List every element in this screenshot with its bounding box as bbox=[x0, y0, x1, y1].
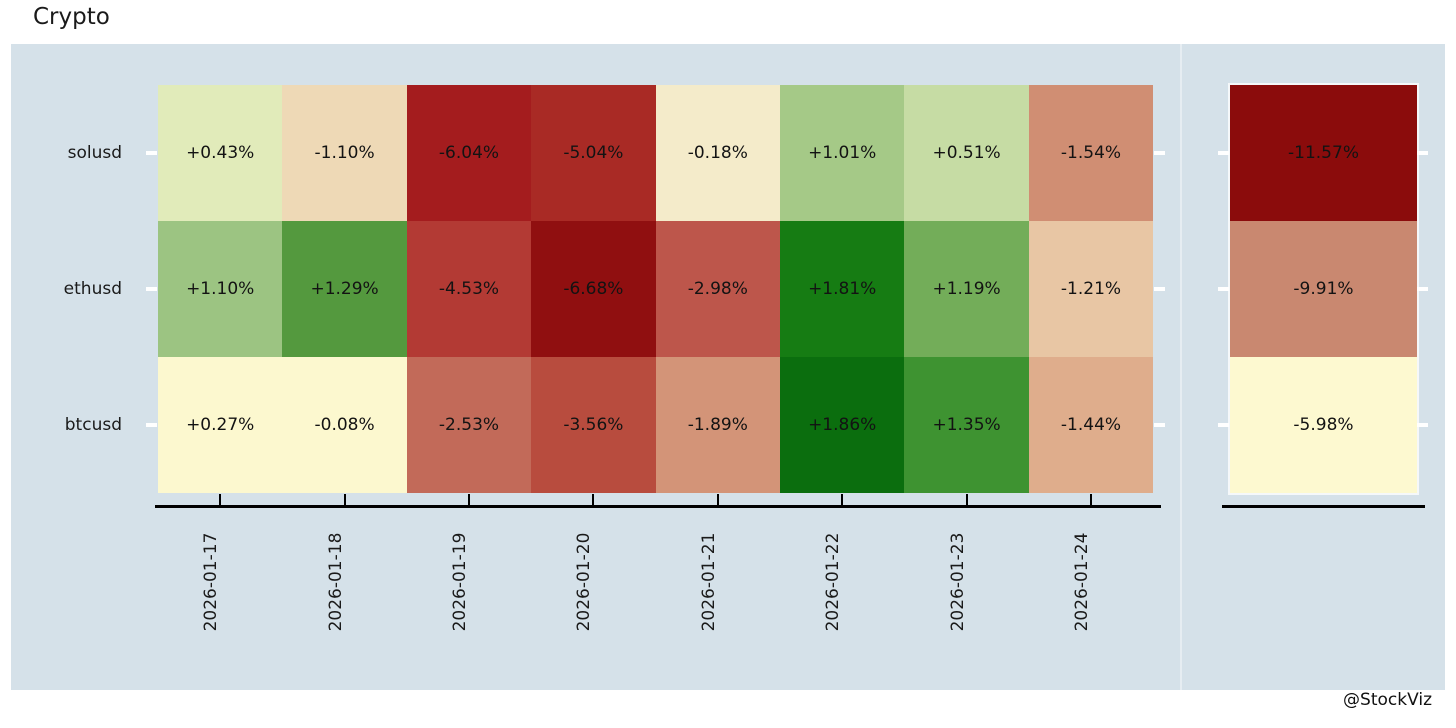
x-axis-label-2026-01-19: 2026-01-19 bbox=[450, 532, 470, 632]
row-tick-total-left-ethusd bbox=[1218, 287, 1229, 291]
total-returns-heatmap: -11.57% -9.91% -5.98% bbox=[1228, 83, 1419, 495]
heatmap-cell-ethusd-2026-01-19: -4.53% bbox=[406, 221, 532, 357]
panel-divider bbox=[1180, 44, 1182, 690]
row-tick-total-left-btcusd bbox=[1218, 423, 1229, 427]
row-tick-main-left-ethusd bbox=[146, 287, 157, 291]
x-tick-2026-01-19 bbox=[468, 494, 470, 505]
row-tick-main-left-solusd bbox=[146, 151, 157, 155]
heatmap-cell-ethusd-2026-01-21: -2.98% bbox=[655, 221, 780, 357]
heatmap-cell-ethusd-2026-01-22: +1.81% bbox=[780, 221, 905, 357]
row-tick-main-right-btcusd bbox=[1154, 423, 1165, 427]
heatmap-cell-btcusd-2026-01-23: +1.35% bbox=[904, 357, 1029, 493]
x-axis-line-main bbox=[155, 505, 1161, 508]
heatmap-cell-solusd-2026-01-19: -6.04% bbox=[406, 85, 532, 221]
x-axis-label-2026-01-20: 2026-01-20 bbox=[574, 532, 595, 632]
x-axis-label-2026-01-18: 2026-01-18 bbox=[325, 532, 346, 632]
x-axis-label-2026-01-22: 2026-01-22 bbox=[823, 532, 844, 632]
heatmap-cell-ethusd-2026-01-23: +1.19% bbox=[904, 221, 1029, 357]
x-tick-2026-01-17 bbox=[219, 494, 222, 505]
y-axis-label-btcusd: btcusd bbox=[64, 415, 122, 435]
x-tick-2026-01-20 bbox=[592, 494, 595, 505]
x-axis-line-total bbox=[1222, 505, 1425, 508]
total-cell-ethusd: -9.91% bbox=[1230, 221, 1417, 357]
x-tick-2026-01-24 bbox=[1090, 494, 1092, 505]
heatmap-cell-ethusd-2026-01-20: -6.68% bbox=[531, 221, 656, 357]
row-tick-total-left-solusd bbox=[1218, 151, 1229, 155]
row-tick-main-right-ethusd bbox=[1154, 287, 1165, 291]
heatmap-cell-ethusd-2026-01-24: -1.21% bbox=[1028, 221, 1154, 357]
watermark: @StockViz bbox=[1343, 690, 1432, 710]
y-axis-label-solusd: solusd bbox=[67, 143, 122, 163]
x-axis-label-2026-01-17: 2026-01-17 bbox=[201, 532, 222, 632]
heatmap-cell-btcusd-2026-01-22: +1.86% bbox=[780, 357, 905, 493]
row-tick-total-right-solusd bbox=[1417, 151, 1428, 155]
row-tick-main-right-solusd bbox=[1154, 151, 1165, 155]
total-cell-btcusd: -5.98% bbox=[1230, 357, 1417, 493]
row-tick-total-right-btcusd bbox=[1417, 423, 1428, 427]
x-tick-2026-01-22 bbox=[841, 494, 844, 505]
heatmap-cell-btcusd-2026-01-18: -0.08% bbox=[282, 357, 407, 493]
heatmap-cell-btcusd-2026-01-21: -1.89% bbox=[655, 357, 780, 493]
total-cell-solusd: -11.57% bbox=[1230, 85, 1417, 221]
heatmap-cell-solusd-2026-01-24: -1.54% bbox=[1028, 85, 1154, 221]
heatmap-cell-solusd-2026-01-18: -1.10% bbox=[282, 85, 407, 221]
heatmap-cell-btcusd-2026-01-24: -1.44% bbox=[1028, 357, 1154, 493]
heatmap-cell-ethusd-2026-01-17: +1.10% bbox=[158, 221, 283, 357]
y-axis-label-ethusd: ethusd bbox=[63, 279, 122, 299]
heatmap-cell-solusd-2026-01-23: +0.51% bbox=[904, 85, 1029, 221]
heatmap-cell-solusd-2026-01-17: +0.43% bbox=[158, 85, 283, 221]
row-tick-main-left-btcusd bbox=[146, 423, 157, 427]
x-axis-label-2026-01-21: 2026-01-21 bbox=[698, 532, 719, 632]
heatmap-cell-ethusd-2026-01-18: +1.29% bbox=[282, 221, 407, 357]
x-tick-2026-01-21 bbox=[716, 494, 719, 505]
heatmap-cell-solusd-2026-01-22: +1.01% bbox=[780, 85, 905, 221]
x-axis-label-2026-01-24: 2026-01-24 bbox=[1072, 532, 1092, 632]
row-tick-total-right-ethusd bbox=[1417, 287, 1428, 291]
x-tick-2026-01-23 bbox=[965, 494, 968, 505]
x-axis-label-2026-01-23: 2026-01-23 bbox=[947, 532, 968, 632]
heatmap-cell-btcusd-2026-01-17: +0.27% bbox=[158, 357, 283, 493]
heatmap-cell-solusd-2026-01-21: -0.18% bbox=[655, 85, 780, 221]
x-tick-2026-01-18 bbox=[343, 494, 346, 505]
chart-title: Crypto bbox=[33, 4, 110, 30]
heatmap-cell-btcusd-2026-01-19: -2.53% bbox=[406, 357, 532, 493]
heatmap-cell-solusd-2026-01-20: -5.04% bbox=[531, 85, 656, 221]
heatmap-cell-btcusd-2026-01-20: -3.56% bbox=[531, 357, 656, 493]
